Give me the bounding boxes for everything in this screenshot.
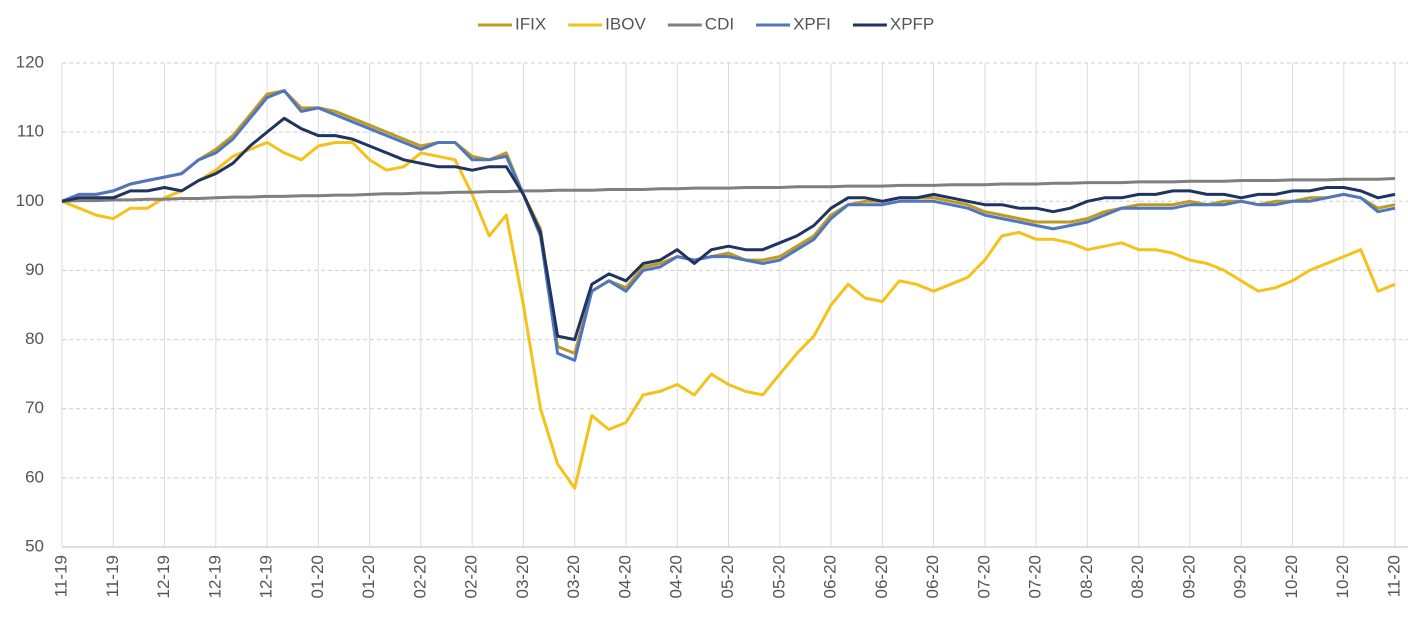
x-tick-label: 06-20 [821,555,840,598]
x-tick-label: 07-20 [1026,555,1045,598]
x-tick-label: 06-20 [872,555,891,598]
line-series [61,116,1396,342]
x-tick-label: 07-20 [974,555,993,598]
x-tick-label: 02-20 [410,555,429,598]
x-tick-label: 03-20 [564,555,583,598]
x-tick-label: 11-19 [51,555,70,597]
y-tick-label: 80 [25,329,44,348]
x-tick-label: 12-19 [257,555,276,598]
line-series [61,89,1396,362]
x-tick-label: 11-20 [1384,555,1403,597]
x-tick-label: 11-19 [103,555,122,597]
x-tick-label: 09-20 [1179,555,1198,598]
x-tick-label: 06-20 [923,555,942,598]
y-tick-label: 120 [16,52,44,71]
x-tick-label: 01-20 [359,555,378,598]
y-tick-label: 50 [25,536,44,555]
legend-label: IBOV [605,14,646,33]
legend-label: XPFI [793,14,831,33]
x-tick-label: 03-20 [513,555,532,598]
x-tick-label: 01-20 [308,555,327,598]
x-tick-label: 05-20 [718,555,737,598]
x-tick-label: 09-20 [1231,555,1250,598]
legend-label: IFIX [515,14,546,33]
x-tick-label: 04-20 [615,555,634,598]
y-tick-label: 70 [25,398,44,417]
x-tick-label: 04-20 [667,555,686,598]
x-tick-label: 08-20 [1128,555,1147,598]
line-series [61,141,1396,490]
y-tick-label: 90 [25,260,44,279]
x-tick-label: 05-20 [769,555,788,598]
x-tick-label: 10-20 [1333,555,1352,598]
line-series [61,177,1396,203]
x-tick-label: 12-19 [205,555,224,598]
x-tick-label: 12-19 [154,555,173,598]
x-tick-label: 08-20 [1077,555,1096,598]
x-tick-label: 02-20 [462,555,481,598]
x-tick-label: 10-20 [1282,555,1301,598]
y-tick-label: 60 [25,467,44,486]
legend-label: CDI [705,14,734,33]
legend-label: XPFP [890,14,934,33]
y-tick-label: 100 [16,191,44,210]
y-tick-label: 110 [17,122,44,141]
